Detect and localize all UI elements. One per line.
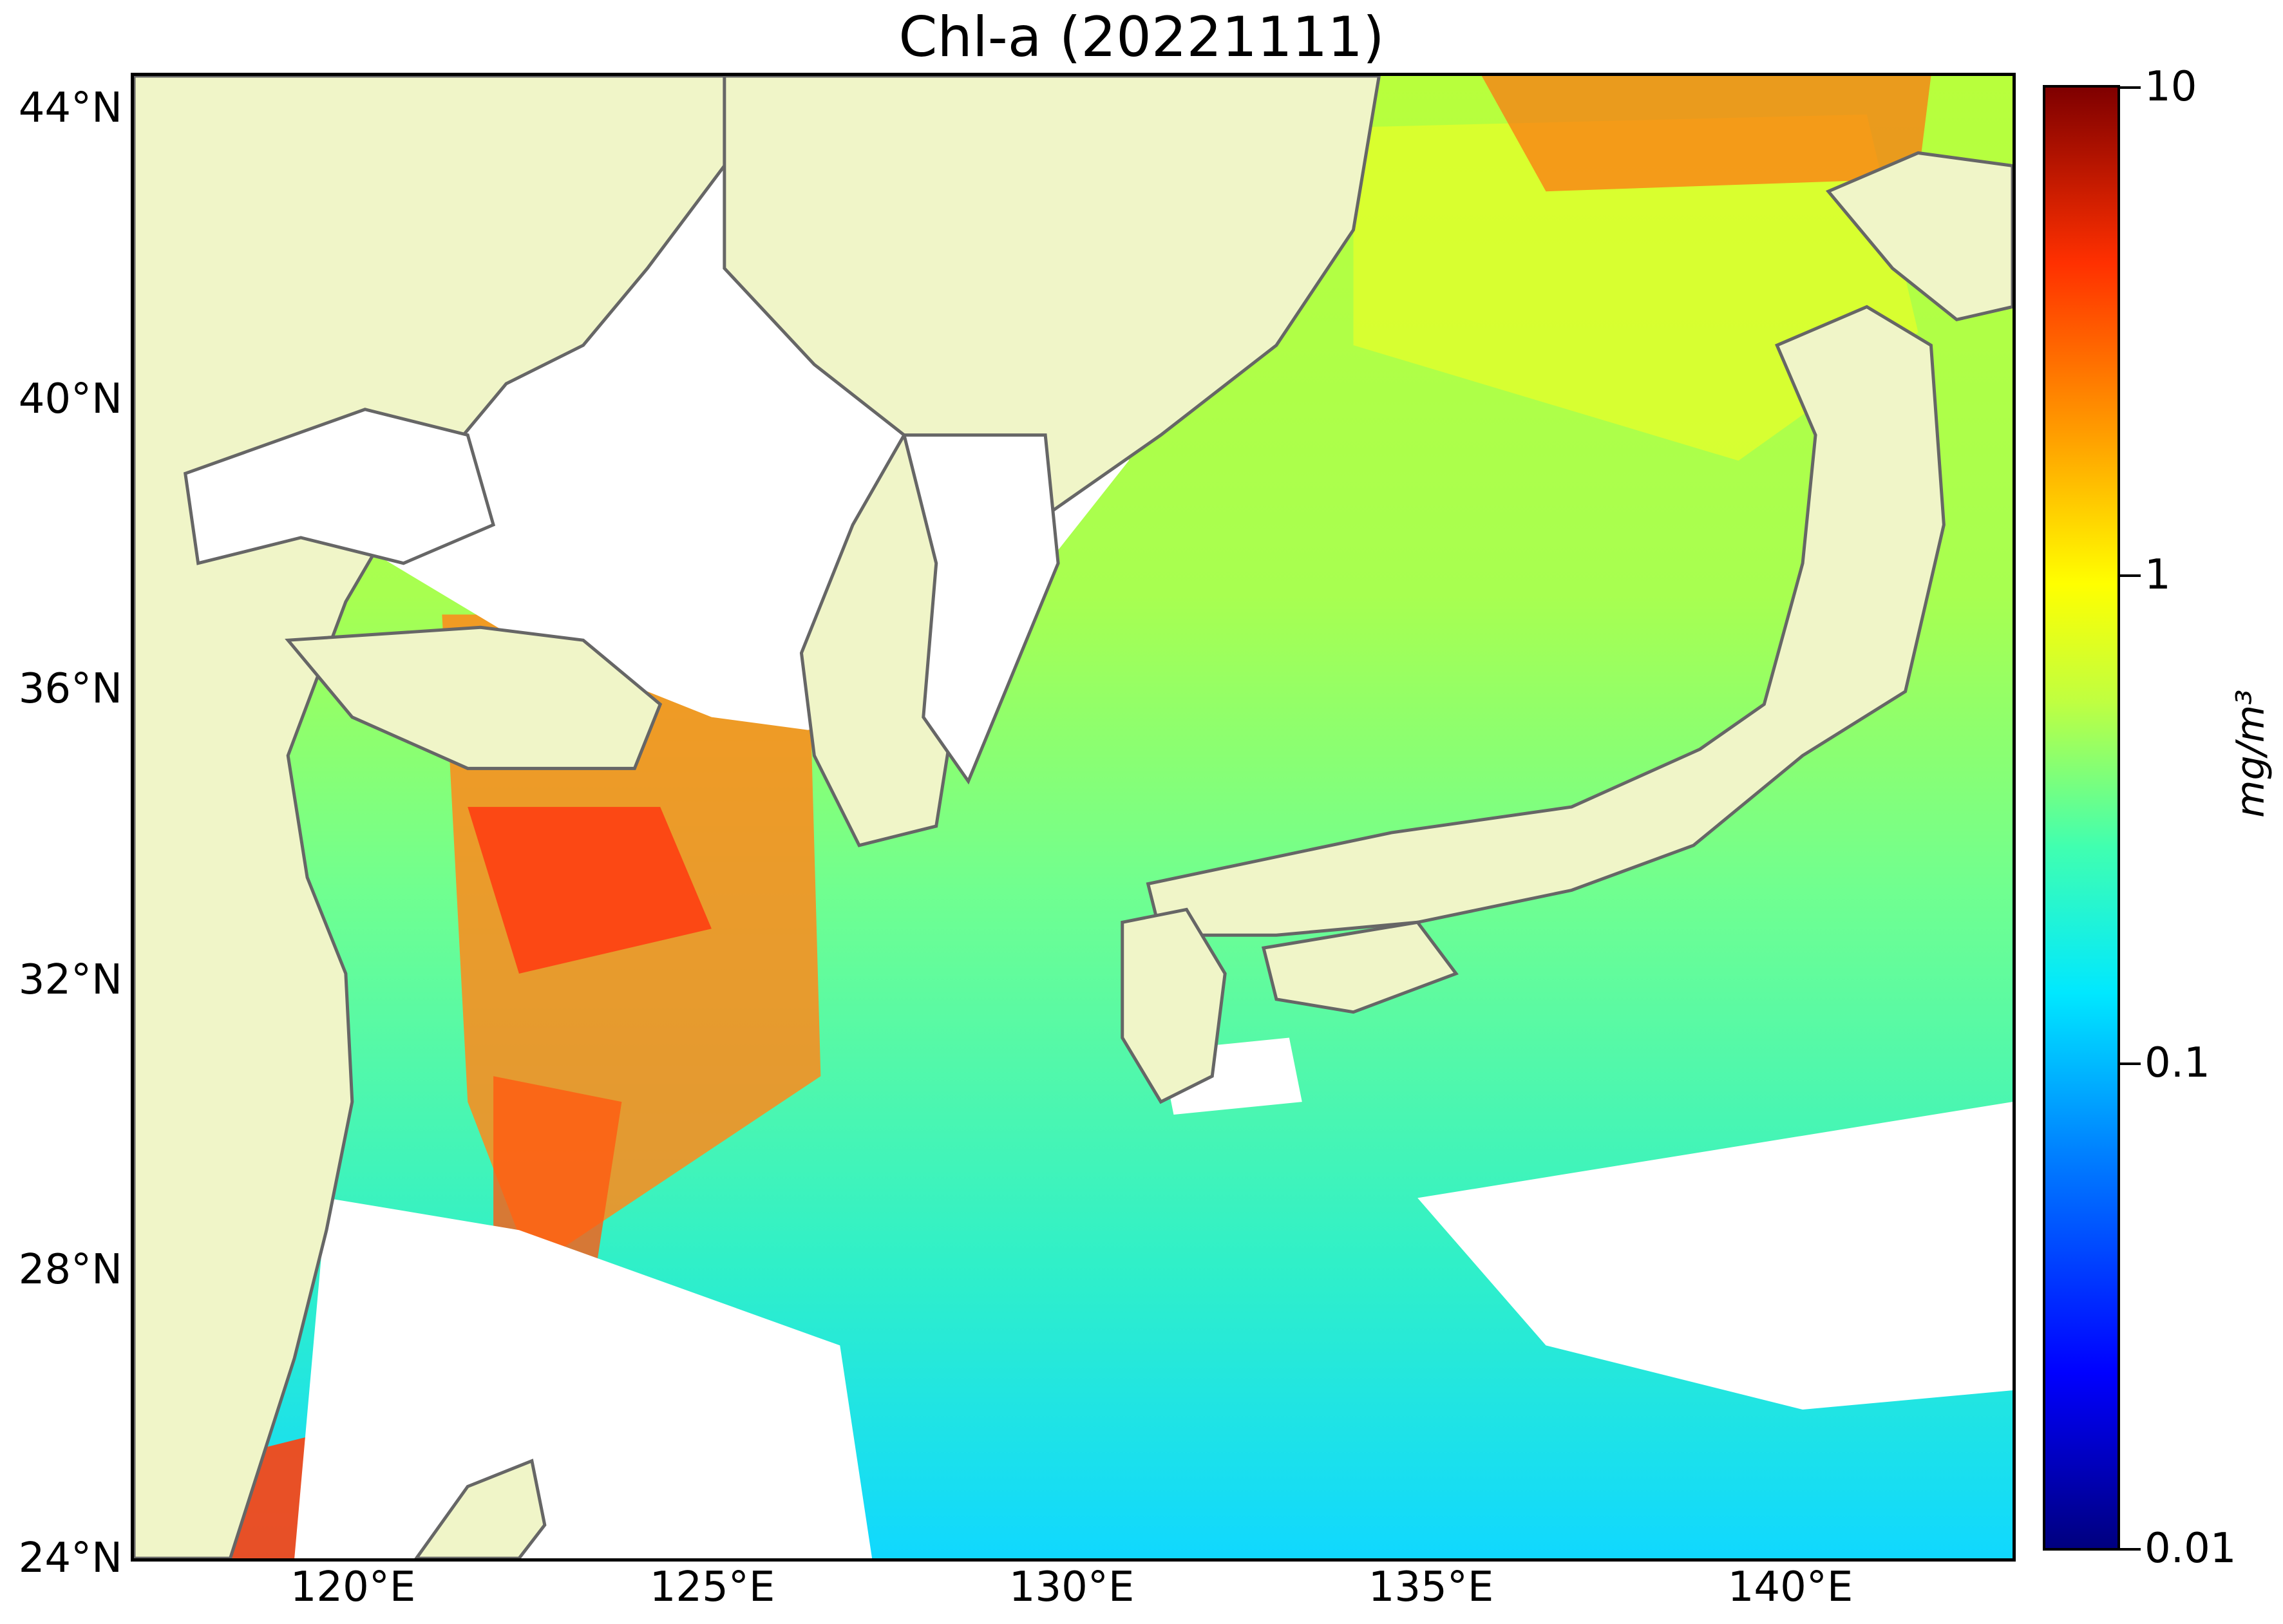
lon-label-135e: 135°E: [1368, 1563, 1494, 1611]
lat-label-44n: 44°N: [18, 84, 122, 132]
east-china-coast-zone: [493, 1076, 622, 1269]
colorbar-label-0-01: 0.01: [2145, 1525, 2237, 1572]
bohai-bay-water: [183, 408, 496, 565]
korean-peninsula: [723, 76, 1381, 847]
shandong-peninsula: [285, 625, 663, 770]
cloud-mask-southeast: [1417, 1102, 2013, 1410]
lon-label-125e: 125°E: [649, 1563, 775, 1611]
shikoku-island: [1261, 920, 1459, 1014]
hokkaido-coast-zone: [1481, 76, 1931, 192]
korea-west-bay: [902, 433, 1060, 785]
colorbar-tick-10: [2120, 86, 2141, 89]
map-title: Chl-a (20221111): [898, 5, 1385, 70]
changjiang-plume: [468, 807, 712, 974]
lat-label-32n: 32°N: [18, 956, 122, 1004]
colorbar-label-10: 10: [2145, 63, 2197, 111]
lon-label-130e: 130°E: [1009, 1563, 1135, 1611]
lon-label-120e: 120°E: [290, 1563, 416, 1611]
lat-label-24n: 24°N: [18, 1534, 122, 1582]
cloud-mask-southwest: [294, 1198, 873, 1558]
japan-sea-north-zone: [1353, 114, 1918, 461]
hokkaido-island: [1825, 151, 2013, 322]
colorbar-label-1: 1: [2145, 551, 2171, 599]
lon-label-140e: 140°E: [1727, 1563, 1853, 1611]
lat-label-36n: 36°N: [18, 665, 122, 713]
colorbar-tick-0-01: [2120, 1548, 2141, 1551]
lat-label-28n: 28°N: [18, 1246, 122, 1294]
colorbar-unit-label: mg/m³: [2228, 689, 2273, 818]
colorbar-tick-1: [2120, 574, 2141, 577]
lat-label-40n: 40°N: [18, 375, 122, 423]
chlorophyll-map: [131, 73, 2016, 1562]
colorbar: [2043, 85, 2120, 1551]
colorbar-tick-0-1: [2120, 1062, 2141, 1065]
kyushu-island: [1121, 907, 1227, 1104]
taiwan-island: [414, 1459, 547, 1558]
map-canvas: [134, 76, 2013, 1558]
colorbar-label-0-1: 0.1: [2145, 1039, 2210, 1087]
